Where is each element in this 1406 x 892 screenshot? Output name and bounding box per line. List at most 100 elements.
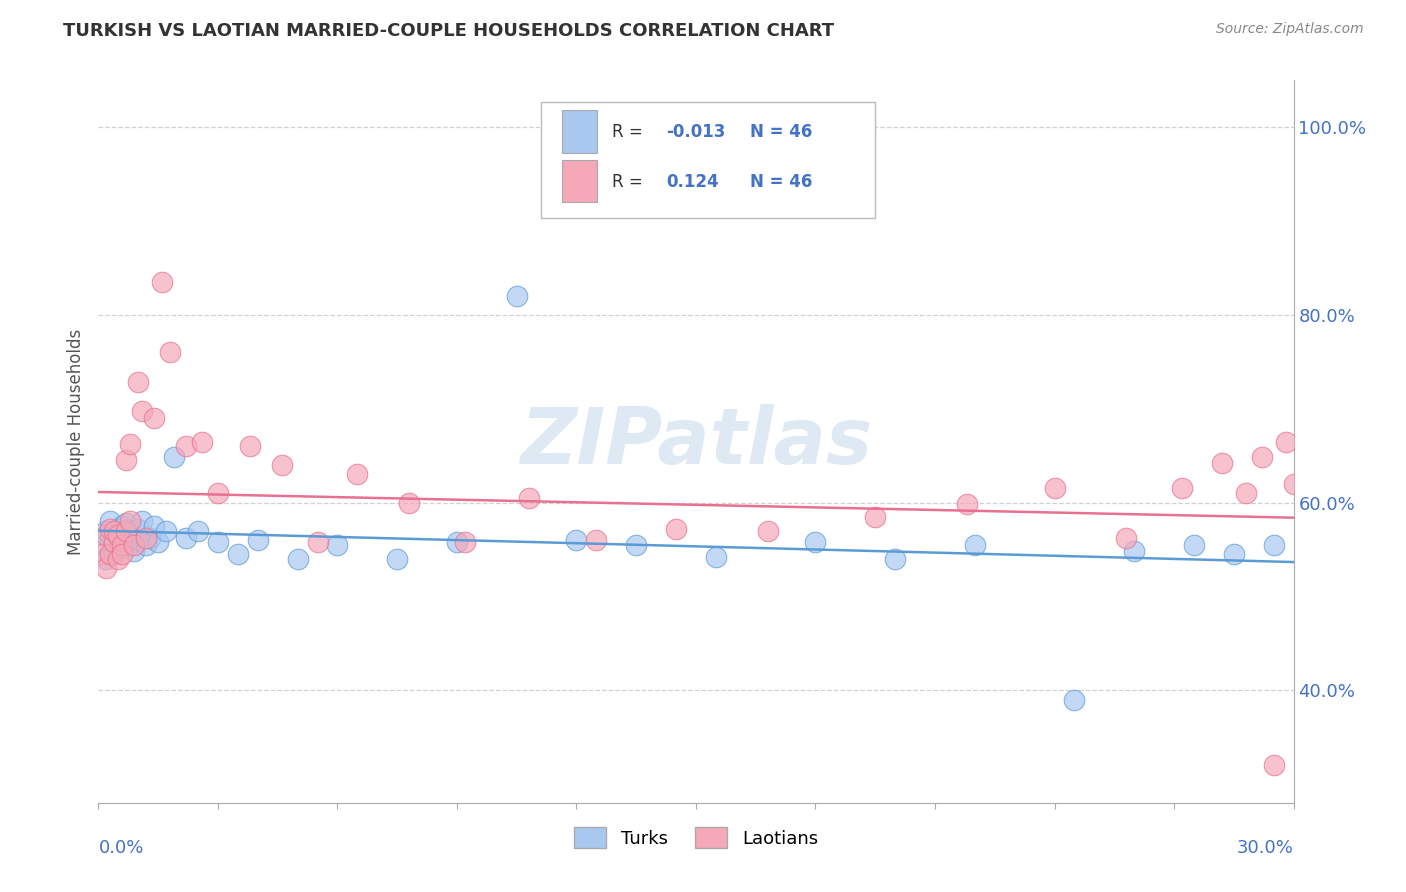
Point — [865, 509, 887, 524]
Point — [98, 522, 122, 536]
Point — [1063, 692, 1085, 706]
Point — [446, 535, 468, 549]
Point — [1043, 482, 1066, 496]
Point — [111, 541, 134, 555]
Point — [804, 535, 827, 549]
Point — [131, 403, 153, 417]
Point — [756, 524, 779, 538]
Point — [115, 453, 138, 467]
Point — [124, 544, 146, 558]
Point — [98, 547, 122, 561]
Point — [91, 538, 114, 552]
Point — [1123, 544, 1146, 558]
Text: R =: R = — [613, 123, 648, 142]
Point — [98, 528, 122, 542]
Point — [1115, 531, 1137, 545]
Point — [150, 275, 173, 289]
Text: N = 46: N = 46 — [749, 123, 813, 142]
Point — [127, 522, 149, 536]
Point — [1223, 547, 1246, 561]
Point — [111, 538, 134, 552]
Y-axis label: Married-couple Households: Married-couple Households — [66, 328, 84, 555]
Point — [226, 547, 249, 561]
Point — [127, 376, 149, 390]
Point — [1282, 476, 1305, 491]
Point — [143, 519, 166, 533]
Point — [346, 467, 368, 482]
Point — [1250, 450, 1272, 465]
Point — [626, 538, 648, 552]
Text: N = 46: N = 46 — [749, 173, 813, 191]
Point — [1274, 434, 1296, 449]
Point — [270, 458, 292, 472]
FancyBboxPatch shape — [562, 110, 596, 153]
Point — [107, 522, 129, 536]
Text: 0.124: 0.124 — [666, 173, 718, 191]
FancyBboxPatch shape — [541, 102, 876, 218]
Point — [174, 531, 197, 545]
Point — [1211, 456, 1233, 470]
Point — [207, 535, 229, 549]
Point — [1263, 758, 1285, 772]
Point — [884, 551, 907, 566]
Point — [103, 524, 125, 538]
Point — [120, 437, 142, 451]
Point — [159, 345, 181, 359]
Point — [963, 538, 986, 552]
Point — [287, 551, 309, 566]
Point — [96, 524, 118, 538]
Point — [120, 538, 142, 552]
Text: -0.013: -0.013 — [666, 123, 725, 142]
Point — [1263, 538, 1285, 552]
Point — [163, 450, 186, 465]
Point — [96, 561, 118, 575]
Point — [506, 289, 529, 303]
Text: ZIPatlas: ZIPatlas — [520, 403, 872, 480]
Point — [398, 495, 420, 509]
Text: TURKISH VS LAOTIAN MARRIED-COUPLE HOUSEHOLDS CORRELATION CHART: TURKISH VS LAOTIAN MARRIED-COUPLE HOUSEH… — [63, 22, 834, 40]
Text: R =: R = — [613, 173, 648, 191]
Point — [148, 535, 170, 549]
Point — [96, 551, 118, 566]
Point — [120, 514, 142, 528]
Point — [103, 547, 125, 561]
Point — [107, 528, 129, 542]
Point — [517, 491, 540, 505]
Point — [115, 516, 138, 531]
Point — [207, 486, 229, 500]
Point — [187, 524, 209, 538]
Point — [585, 533, 607, 547]
Point — [155, 524, 177, 538]
Point — [103, 535, 125, 549]
Point — [135, 538, 157, 552]
Point — [124, 538, 146, 552]
Point — [115, 524, 138, 538]
Point — [107, 551, 129, 566]
Point — [127, 533, 149, 547]
Point — [120, 525, 142, 540]
Point — [96, 528, 118, 542]
Point — [111, 519, 134, 533]
Point — [107, 533, 129, 547]
Point — [191, 434, 214, 449]
Point — [956, 497, 979, 511]
Text: 30.0%: 30.0% — [1237, 838, 1294, 857]
Point — [454, 535, 477, 549]
Legend: Turks, Laotians: Turks, Laotians — [567, 820, 825, 855]
Point — [111, 547, 134, 561]
Point — [1182, 538, 1205, 552]
Point — [326, 538, 349, 552]
Point — [307, 535, 329, 549]
Point — [565, 533, 588, 547]
Point — [1234, 486, 1257, 500]
Point — [174, 439, 197, 453]
Point — [115, 530, 138, 544]
Point — [139, 531, 162, 545]
Point — [135, 531, 157, 545]
Point — [131, 514, 153, 528]
Point — [239, 439, 262, 453]
Point — [1171, 482, 1194, 496]
Text: 0.0%: 0.0% — [98, 838, 143, 857]
Text: Source: ZipAtlas.com: Source: ZipAtlas.com — [1216, 22, 1364, 37]
Point — [91, 547, 114, 561]
